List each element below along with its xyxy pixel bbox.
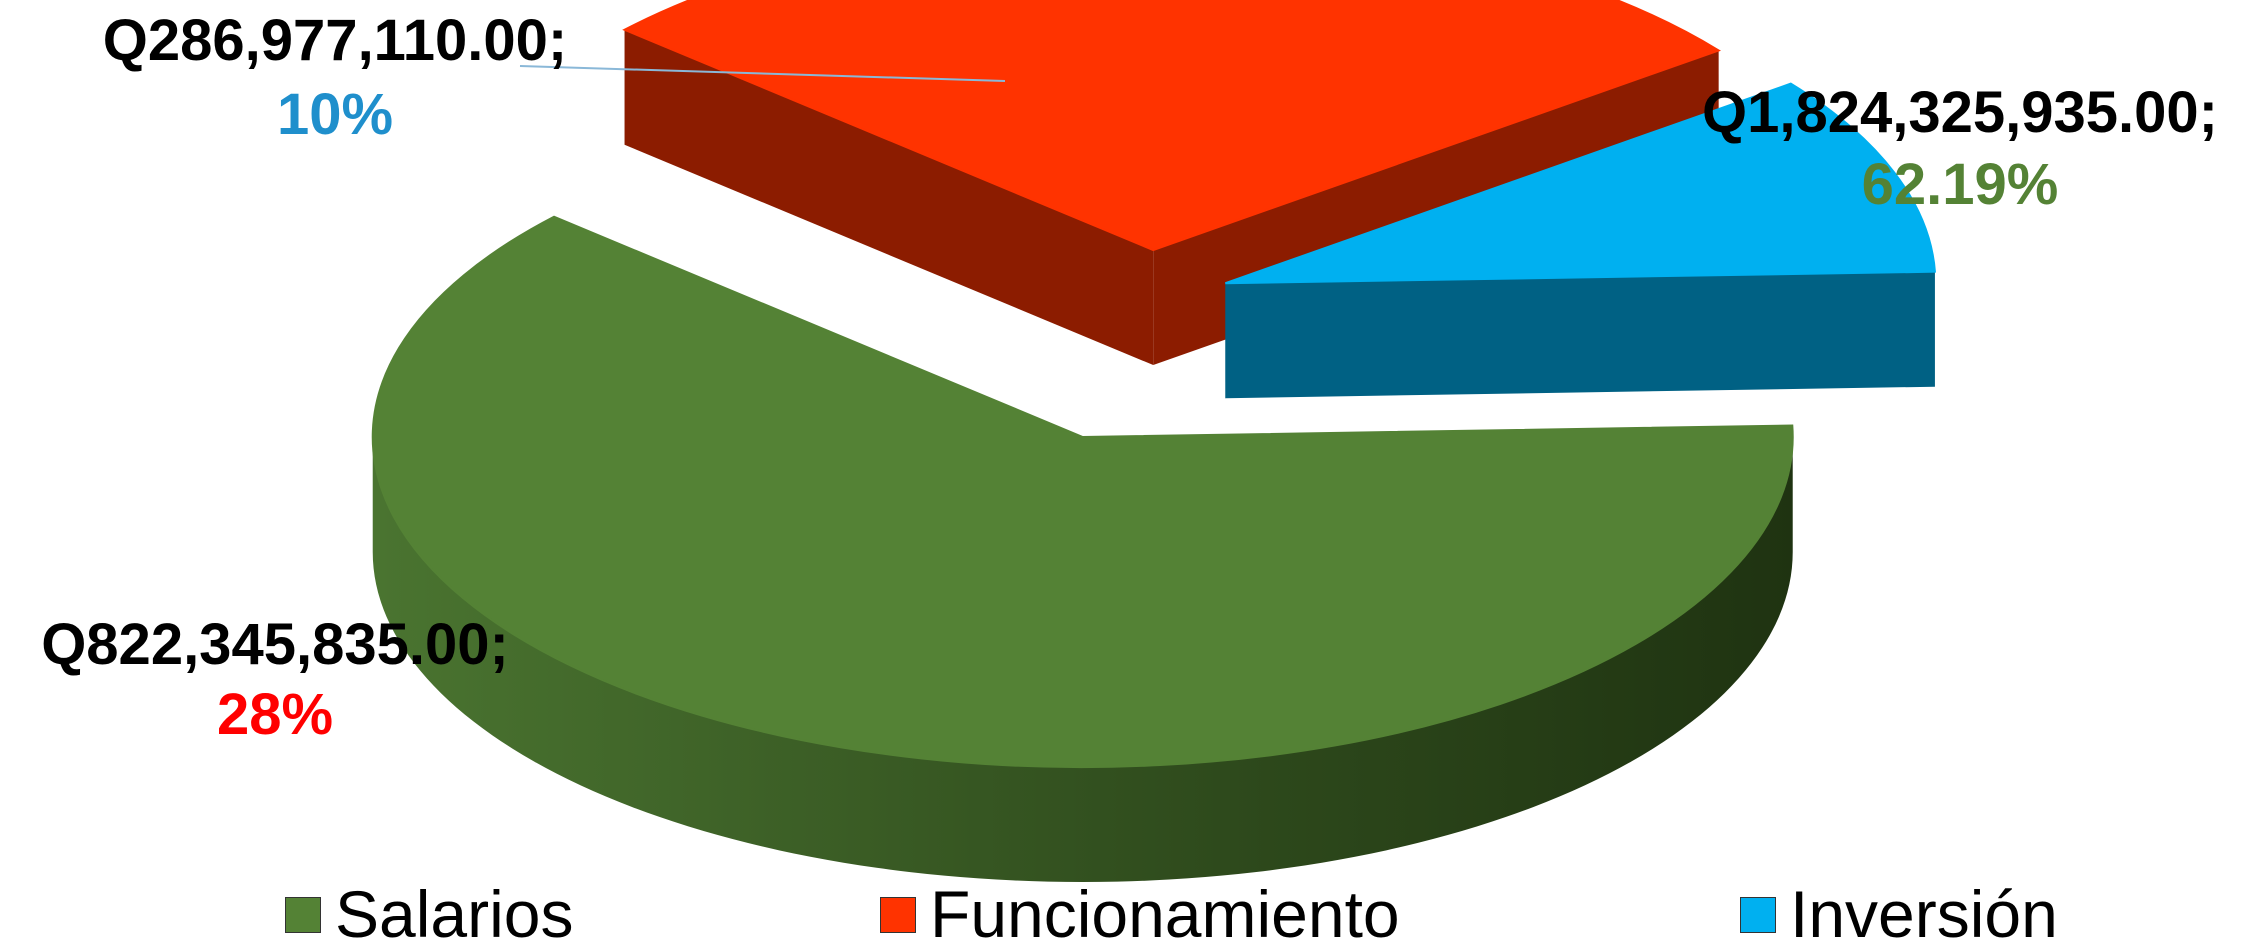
slice-top-funcionamiento	[622, 0, 1721, 252]
legend-item-salarios: Salarios	[285, 880, 573, 949]
legend-item-inversion: Inversión	[1740, 880, 2058, 949]
legend-swatch-funcionamiento	[880, 896, 916, 933]
slice-wall-funcionamiento-0	[624, 29, 1154, 366]
percent-label-inversion: 10%	[277, 82, 393, 147]
legend-label-funcionamiento: Funcionamiento	[930, 877, 1400, 951]
legend-label-salarios: Salarios	[335, 877, 574, 951]
value-label-inversion: Q286,977,110.00;	[103, 8, 567, 73]
slice-top-inversion	[1225, 82, 1937, 285]
legend-item-funcionamiento: Funcionamiento	[880, 880, 1400, 949]
slice-wall-inversion-1	[1225, 271, 1935, 399]
slice-top-salarios	[371, 215, 1794, 768]
pie-slice-inversion	[1225, 82, 1937, 399]
value-label-salarios: Q1,824,325,935.00;	[1702, 80, 2218, 145]
legend-swatch-inversion	[1740, 896, 1776, 933]
percent-label-salarios: 62.19%	[1862, 152, 2059, 217]
slice-side-salarios-0	[372, 437, 1793, 883]
legend-swatch-salarios	[285, 896, 321, 933]
value-label-funcionamiento: Q822,345,835.00;	[41, 612, 509, 677]
chart-legend: Salarios Funcionamiento Inversión	[0, 880, 2249, 949]
percent-label-funcionamiento: 28%	[217, 682, 333, 747]
pie-slice-salarios	[371, 215, 1794, 883]
leader-line-inversion	[519, 65, 1006, 82]
legend-label-inversion: Inversión	[1790, 877, 2058, 951]
